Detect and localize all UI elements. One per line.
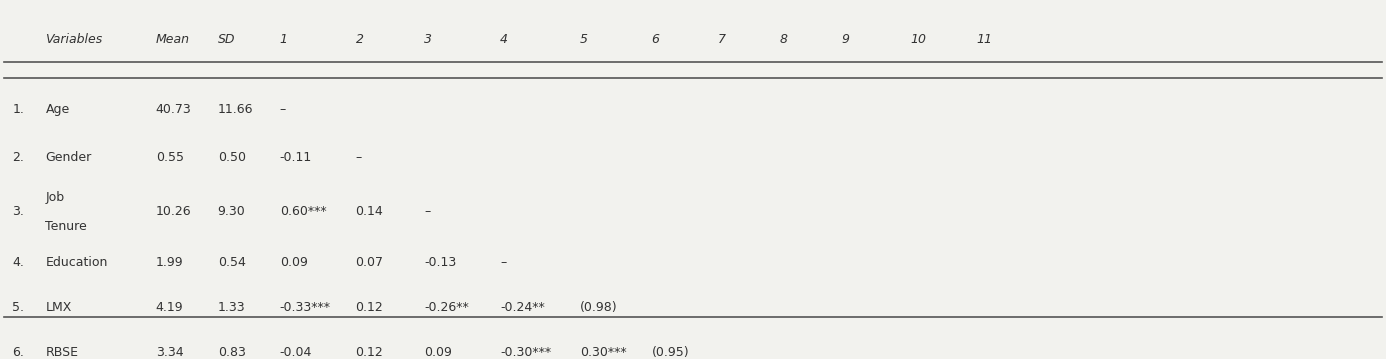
Text: 9.30: 9.30 bbox=[218, 205, 245, 218]
Text: 5.: 5. bbox=[12, 301, 25, 314]
Text: RBSE: RBSE bbox=[46, 346, 79, 359]
Text: 6: 6 bbox=[651, 33, 660, 46]
Text: 4: 4 bbox=[500, 33, 509, 46]
Text: (0.95): (0.95) bbox=[651, 346, 689, 359]
Text: Education: Education bbox=[46, 256, 108, 269]
Text: 7: 7 bbox=[718, 33, 726, 46]
Text: 6.: 6. bbox=[12, 346, 25, 359]
Text: Tenure: Tenure bbox=[46, 220, 87, 233]
Text: –: – bbox=[280, 103, 286, 116]
Text: 0.09: 0.09 bbox=[424, 346, 452, 359]
Text: 1.33: 1.33 bbox=[218, 301, 245, 314]
Text: -0.13: -0.13 bbox=[424, 256, 456, 269]
Text: Age: Age bbox=[46, 103, 69, 116]
Text: 1: 1 bbox=[280, 33, 288, 46]
Text: 0.07: 0.07 bbox=[355, 256, 384, 269]
Text: -0.04: -0.04 bbox=[280, 346, 312, 359]
Text: 0.55: 0.55 bbox=[155, 151, 184, 164]
Text: 2.: 2. bbox=[12, 151, 25, 164]
Text: Gender: Gender bbox=[46, 151, 91, 164]
Text: –: – bbox=[500, 256, 506, 269]
Text: 2: 2 bbox=[355, 33, 363, 46]
Text: 11.66: 11.66 bbox=[218, 103, 254, 116]
Text: 3.: 3. bbox=[12, 205, 25, 218]
Text: 10.26: 10.26 bbox=[155, 205, 191, 218]
Text: -0.24**: -0.24** bbox=[500, 301, 545, 314]
Text: 0.83: 0.83 bbox=[218, 346, 245, 359]
Text: -0.33***: -0.33*** bbox=[280, 301, 331, 314]
Text: 1.: 1. bbox=[12, 103, 25, 116]
Text: 0.30***: 0.30*** bbox=[579, 346, 626, 359]
Text: Mean: Mean bbox=[155, 33, 190, 46]
Text: 0.14: 0.14 bbox=[355, 205, 383, 218]
Text: 9: 9 bbox=[841, 33, 850, 46]
Text: LMX: LMX bbox=[46, 301, 72, 314]
Text: 0.09: 0.09 bbox=[280, 256, 308, 269]
Text: 40.73: 40.73 bbox=[155, 103, 191, 116]
Text: Variables: Variables bbox=[46, 33, 103, 46]
Text: 5: 5 bbox=[579, 33, 588, 46]
Text: 0.50: 0.50 bbox=[218, 151, 245, 164]
Text: 3: 3 bbox=[424, 33, 432, 46]
Text: -0.30***: -0.30*** bbox=[500, 346, 552, 359]
Text: -0.11: -0.11 bbox=[280, 151, 312, 164]
Text: 8: 8 bbox=[780, 33, 787, 46]
Text: –: – bbox=[424, 205, 431, 218]
Text: -0.26**: -0.26** bbox=[424, 301, 468, 314]
Text: 10: 10 bbox=[911, 33, 927, 46]
Text: 3.34: 3.34 bbox=[155, 346, 183, 359]
Text: 0.54: 0.54 bbox=[218, 256, 245, 269]
Text: 4.: 4. bbox=[12, 256, 25, 269]
Text: 0.60***: 0.60*** bbox=[280, 205, 326, 218]
Text: 0.12: 0.12 bbox=[355, 301, 383, 314]
Text: 1.99: 1.99 bbox=[155, 256, 183, 269]
Text: 11: 11 bbox=[977, 33, 992, 46]
Text: 0.12: 0.12 bbox=[355, 346, 383, 359]
Text: –: – bbox=[355, 151, 362, 164]
Text: Job: Job bbox=[46, 191, 65, 204]
Text: 4.19: 4.19 bbox=[155, 301, 183, 314]
Text: SD: SD bbox=[218, 33, 236, 46]
Text: (0.98): (0.98) bbox=[579, 301, 618, 314]
